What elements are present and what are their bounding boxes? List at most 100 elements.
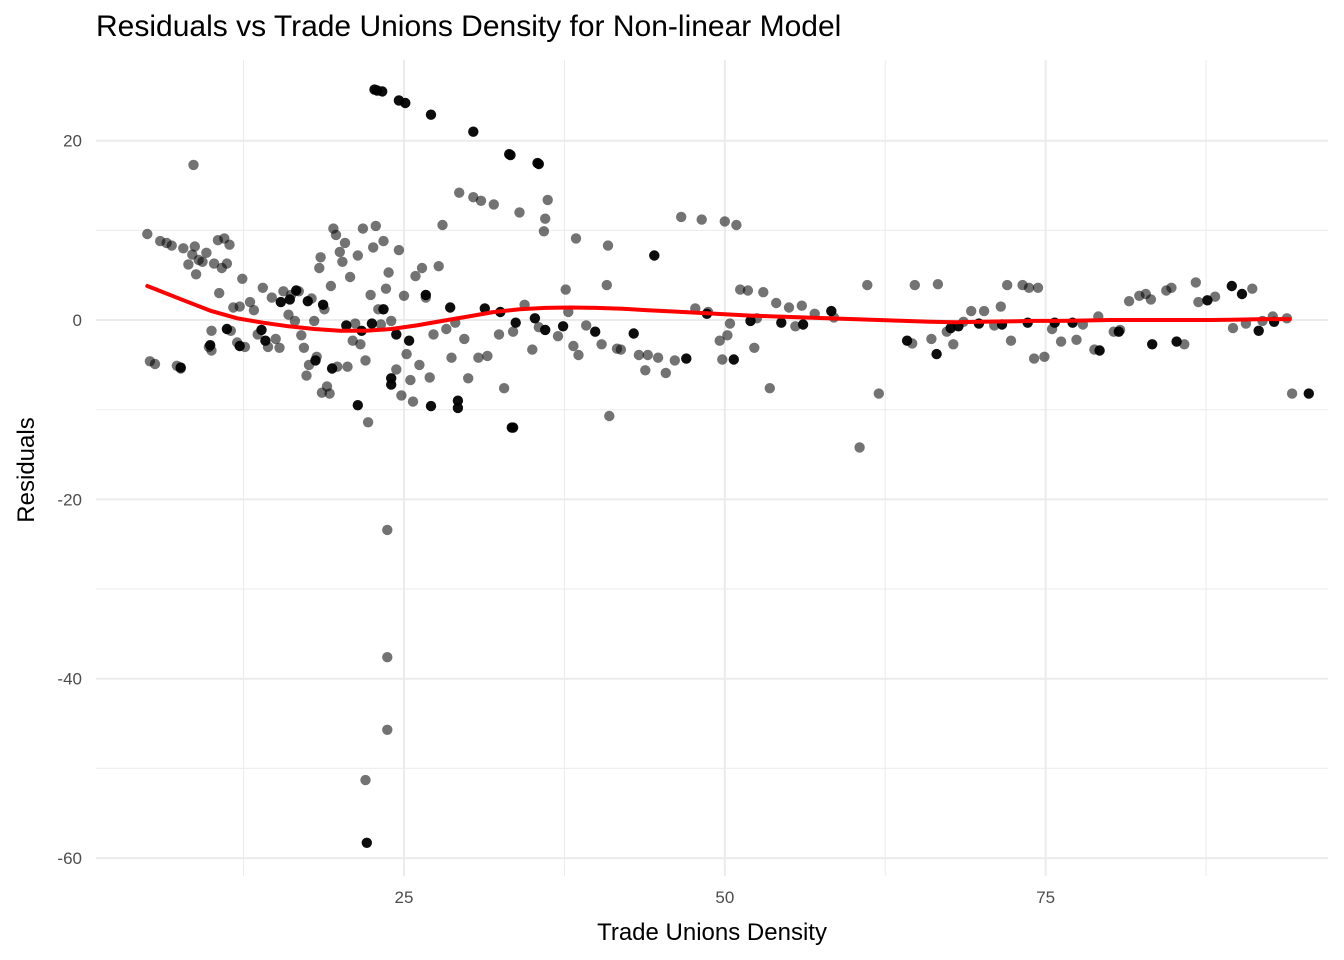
data-point [1253,325,1264,336]
data-point [529,313,541,324]
data-point [505,149,516,161]
data-point [640,365,651,376]
data-point [538,226,550,237]
data-point [652,352,664,363]
y-tick-label: -60 [57,849,82,868]
data-point [507,422,519,433]
data-point [330,229,342,241]
data-point [507,326,519,337]
data-point [214,287,225,299]
data-point [473,352,484,363]
data-point [1147,339,1158,350]
data-point [189,241,200,252]
data-point [1032,282,1044,293]
data-point [178,243,189,254]
data-point [676,211,687,223]
data-point [420,289,431,301]
x-tick-label: 50 [715,888,734,907]
data-point [425,400,437,412]
data-point [1055,336,1067,347]
data-point [797,319,809,330]
data-point [314,262,325,274]
data-point [1094,345,1105,356]
data-point [776,317,787,328]
data-point [717,354,728,365]
data-point [542,194,553,206]
data-point [391,364,402,375]
data-point [386,379,397,390]
data-point [302,296,313,307]
data-point [633,349,645,361]
data-point [383,267,394,278]
data-point [425,109,437,120]
data-point [948,339,959,350]
data-point [681,353,692,364]
y-axis-title: Residuals [13,417,40,522]
data-point [377,86,388,97]
data-point [352,250,363,261]
data-point [1226,280,1238,292]
data-point [291,285,302,296]
data-point [533,158,544,170]
data-point [742,285,754,296]
data-point [1023,282,1035,293]
data-point [514,207,525,218]
data-point [728,354,739,365]
data-point [201,247,212,258]
tick-labels: 25 50 75 -60 -40 -20 0 20 [57,132,1055,907]
data-point [234,301,245,312]
data-point [649,250,660,261]
data-point [398,290,410,301]
data-point [208,258,220,269]
smooth-curve-layer [145,284,1292,333]
data-point [378,235,389,247]
data-point [190,269,202,280]
data-point [452,395,464,406]
data-point [410,270,421,282]
data-point [724,318,736,329]
data-point [391,329,402,340]
data-point [407,396,419,407]
data-point [1190,277,1202,288]
data-point [493,329,505,340]
data-point [339,237,351,249]
data-point [459,333,470,345]
data-point [341,320,352,331]
data-point [142,228,153,240]
data-point [362,417,374,428]
grid-lines [96,60,1328,876]
data-point [244,296,256,308]
data-point [360,774,371,786]
y-tick-label: 0 [73,311,82,330]
data-point [1002,279,1013,291]
data-point [428,329,439,340]
data-point [452,402,464,414]
data-point [310,355,321,366]
data-point [1202,295,1213,306]
data-point [1123,296,1135,307]
data-point [234,340,245,352]
data-point [642,349,653,361]
data-point [382,524,393,536]
x-axis-title: Trade Unions Density [597,919,827,946]
data-point [370,220,381,232]
data-point [488,199,499,210]
data-point [1247,283,1258,294]
data-point [1145,294,1157,305]
data-point [873,388,884,399]
data-point [315,252,326,263]
data-point [445,302,456,313]
smooth-line [145,284,1292,333]
data-point [350,318,361,329]
y-tick-label: -40 [57,670,82,689]
data-point [454,187,465,198]
data-point [826,305,837,317]
data-point [166,240,177,251]
data-point [764,383,775,394]
data-point [298,342,310,353]
data-point [602,240,614,251]
data-point [237,273,248,284]
data-point [468,126,479,137]
data-point [758,287,769,298]
data-point [284,294,295,305]
